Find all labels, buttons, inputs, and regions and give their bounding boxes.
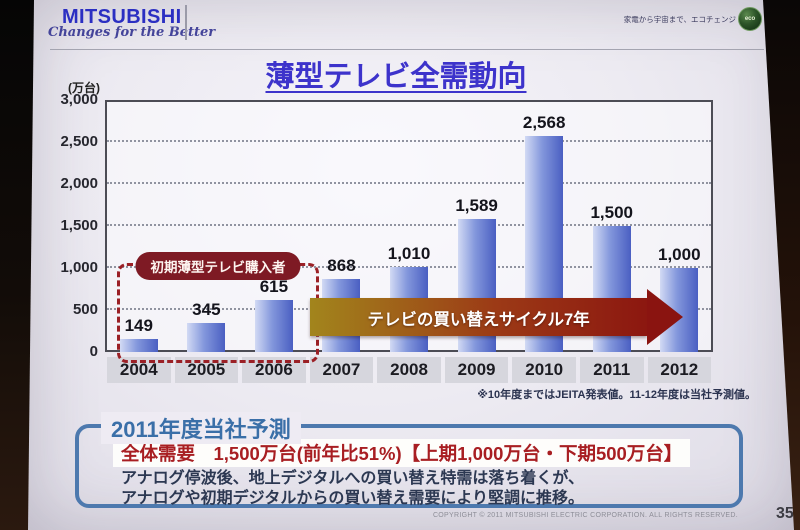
y-tick-label: 500 [72,301,98,318]
chart-source-note: ※10年度まではJEITA発表値。11-12年度は当社予測値。 [477,389,756,401]
bar-value-label: 1,500 [590,203,633,222]
bar-value-label: 868 [327,256,356,276]
bar-value-label: 1,010 [387,244,431,264]
y-tick-label: 2,500 [60,133,98,150]
eco-changes-logo-icon: eco [738,7,762,31]
gridline-2500 [107,140,711,142]
y-tick-label: 1,500 [60,217,98,234]
bar-value-label: 615 [259,277,289,297]
x-tick-label-2012: 2012 [647,357,712,383]
bar-value-label: 2,568 [522,113,566,133]
copyright-text: COPYRIGHT © 2011 MITSUBISHI ELECTRIC COR… [432,512,738,519]
x-tick-label-2009: 2009 [444,357,509,383]
arrow-body [310,298,647,336]
arrow-head-icon [647,289,683,345]
forecast-box: 2011年度当社予測 全体需要 1,500万台(前年比51%)【上期1,000万… [75,412,743,508]
forecast-body-line-2: アナログや初期デジタルからの買い替え需要により堅調に推移。 [121,490,585,508]
early-adopter-badge: 初期薄型テレビ購入者 [135,252,301,280]
forecast-headline: 全体需要 1,500万台(前年比51%)【上期1,000万台・下期500万台】 [113,439,691,467]
x-tick-label-2004: 2004 [107,357,171,383]
photo-dark-edge-left [0,0,34,530]
header-rule [50,49,764,50]
bar-2005 [187,323,226,352]
brand-tagline: Changes for the Better [48,25,216,40]
replacement-cycle-label: テレビの買い替えサイクル7年 [367,311,590,329]
gridline-1500 [107,224,711,226]
eco-slogan-text: 家電から宇宙まで、エコチェンジ [623,15,736,24]
bar-value-label: 149 [124,316,153,336]
bar-series: 149 345 615 868 1,010 1,589 2,568 1,500 1,000 [105,100,713,352]
bar-2004 [119,339,158,352]
x-tick-label-2011: 2011 [579,357,644,383]
forecast-body-line-1: アナログ停波後、地上デジタルへの買い替え特需は落ち着くが、 [121,470,585,487]
forecast-box-title: 2011年度当社予測 [101,412,301,444]
bar-column-2005: 345 [173,100,241,352]
bar-value-label: 1,589 [455,195,498,215]
y-tick-label: 3,000 [60,91,98,108]
y-tick-label: 0 [89,343,98,360]
page-title: 薄型テレビ全需動向 [265,61,527,93]
x-tick-label-2007: 2007 [309,357,374,383]
header-divider [185,5,187,40]
gridline-2000 [107,182,711,184]
gridline-1000 [107,266,711,268]
y-tick-label: 2,000 [60,175,98,192]
mitsubishi-logo: MITSUBISHI [62,6,182,28]
x-axis-label-band: 2004 2005 2006 2007 2008 2009 2010 2011 2012 [105,357,713,383]
bar-column-2006: 615 [240,100,308,352]
replacement-cycle-arrow: テレビの買い替えサイクル7年 [310,289,690,345]
slide-canvas: MITSUBISHI Changes for the Better 家電から宇宙… [28,0,794,530]
x-tick-label-2008: 2008 [377,357,441,383]
bar-value-label: 1,000 [658,245,701,264]
y-axis-unit-label: (万台) [68,81,100,95]
bar-column-2004: 149 [105,100,173,352]
y-tick-label: 1,000 [60,259,98,276]
early-adopter-group-box: 初期薄型テレビ購入者 [117,252,319,363]
bar-value-label: 345 [192,300,221,320]
bar-2006 [254,300,293,352]
x-tick-label-2010: 2010 [512,357,576,383]
page-number: 35 [776,505,794,522]
